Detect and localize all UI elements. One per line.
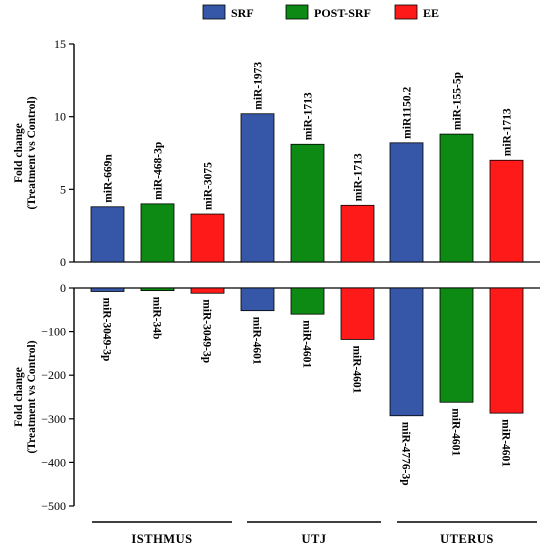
down-tick-label-2: −200 (41, 368, 66, 382)
group-label-utj: UTJ (301, 532, 326, 546)
group-label-isthmus: ISTHMUS (131, 532, 192, 546)
down-bar-label-srf-2: miR-4776-3p (400, 422, 412, 486)
down-bar-srf-0 (90, 287, 125, 292)
downregulated-panel: 0 −100 −200 −300 −400 −500 Fold change (Treatme… (13, 281, 540, 513)
up-bar-srf-1 (240, 113, 275, 263)
legend-swatch-0 (202, 4, 226, 20)
down-bar-label-srf-0: miR-3049-3p (101, 297, 113, 361)
up-tick-label-0: 0 (60, 255, 66, 269)
down-axis-subtitle: (Treatment vs Control) (26, 340, 38, 453)
down-bar-srf-2 (389, 287, 424, 417)
legend-swatch-2 (394, 4, 418, 20)
upregulated-panel: 0 5 10 15 Fold change (Treatment vs Control) m… (13, 37, 540, 269)
legend-label-0: SRF (231, 6, 254, 20)
group-axis: ISTHMUS UTJ UTERUS (92, 521, 537, 546)
down-bar-label-srf-1: miR-4601 (251, 317, 263, 365)
down-bar-ee-0 (190, 287, 225, 294)
down-bar-srf-1 (240, 287, 275, 312)
up-bar-label-ee-1: miR-1713 (353, 153, 365, 201)
up-bar-ee-1 (340, 204, 375, 263)
up-bar-label-post-srf-2: miR-155-5p (452, 72, 464, 130)
down-bar-ee-2 (489, 287, 524, 414)
down-tick-label-3: −300 (41, 412, 66, 426)
down-bar-label-ee-1: miR-4601 (351, 345, 363, 393)
up-bar-srf-2 (389, 142, 424, 263)
up-bar-label-srf-0: miR-669n (103, 154, 115, 203)
up-bar-label-ee-2: miR-1713 (502, 108, 514, 156)
down-axis-title: Fold change (13, 367, 25, 427)
group-label-uterus: UTERUS (440, 532, 494, 546)
down-bar-label-ee-0: miR-3049-3p (201, 299, 213, 363)
down-bar-post-srf-2 (439, 287, 474, 403)
up-bar-post-srf-2 (439, 133, 474, 263)
up-tick-label-1: 5 (60, 182, 66, 196)
up-bar-post-srf-0 (140, 203, 175, 263)
down-tick-label-5: −500 (41, 499, 66, 513)
down-tick-label-1: −100 (41, 325, 66, 339)
legend-label-1: POST-SRF (314, 6, 371, 20)
up-bar-label-srf-2: miR1150.2 (402, 87, 414, 139)
up-bar-ee-2 (489, 159, 524, 263)
down-tick-label-0: 0 (60, 281, 66, 295)
down-bar-ee-1 (340, 287, 375, 340)
down-bar-label-post-srf-1: miR-4601 (301, 320, 313, 368)
up-axis-subtitle: (Treatment vs Control) (26, 96, 38, 209)
down-bar-post-srf-0 (140, 287, 175, 292)
up-bar-label-srf-1: miR-1973 (253, 62, 265, 110)
legend-label-2: EE (423, 6, 439, 20)
down-bar-post-srf-1 (290, 287, 325, 315)
legend: SRF POST-SRF EE (202, 4, 439, 20)
legend-swatch-1 (285, 4, 309, 20)
up-bar-label-post-srf-0: miR-468-3p (153, 142, 165, 200)
up-axis-title: Fold change (13, 123, 25, 183)
up-bar-label-ee-0: miR-3075 (203, 162, 215, 210)
down-bar-label-post-srf-0: miR-34b (151, 297, 163, 340)
up-bar-srf-0 (90, 206, 125, 263)
up-bar-label-post-srf-1: miR-1713 (303, 92, 315, 140)
up-bar-post-srf-1 (290, 143, 325, 263)
up-tick-label-2: 10 (54, 110, 66, 124)
up-bar-ee-0 (190, 213, 225, 263)
down-bar-label-ee-2: miR-4601 (500, 419, 512, 467)
down-bar-label-post-srf-2: miR-4601 (450, 408, 462, 456)
down-tick-label-4: −400 (41, 455, 66, 469)
up-tick-label-3: 15 (54, 37, 66, 51)
